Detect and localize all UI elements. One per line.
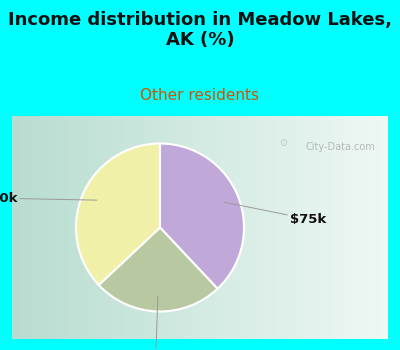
Text: $150k: $150k [0,191,97,205]
Wedge shape [99,228,218,312]
Text: Income distribution in Meadow Lakes,
AK (%): Income distribution in Meadow Lakes, AK … [8,10,392,49]
Text: Other residents: Other residents [140,88,260,103]
Text: ⊙: ⊙ [279,138,287,148]
Text: $30k: $30k [138,296,174,350]
Wedge shape [160,144,244,289]
Wedge shape [76,144,160,285]
Text: $75k: $75k [224,202,326,226]
Text: City-Data.com: City-Data.com [305,142,375,152]
